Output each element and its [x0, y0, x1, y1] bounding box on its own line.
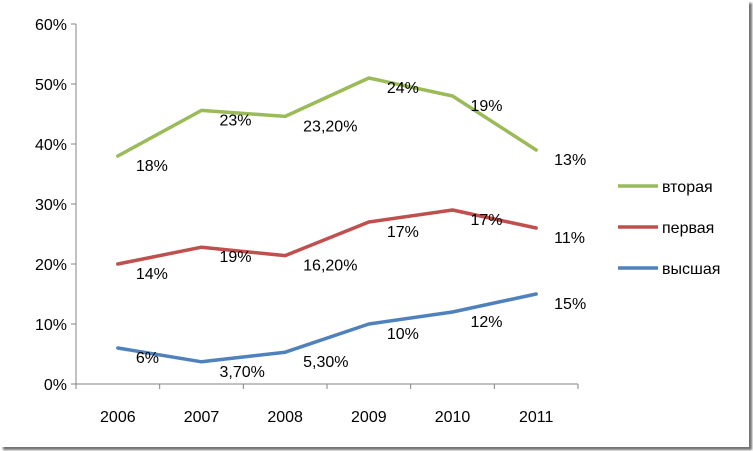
data-label: 12% — [471, 314, 503, 331]
data-label: 11% — [554, 230, 585, 247]
data-label: 13% — [554, 152, 586, 169]
data-label: 16,20% — [303, 258, 357, 275]
legend-label: первая — [662, 220, 714, 237]
y-ticks: 0% 10% 20% 30% 40% 50% 60% — [35, 17, 76, 394]
y-tick-label: 0% — [44, 377, 67, 394]
y-tick-label: 60% — [35, 17, 67, 34]
chart-axes: 0% 10% 20% 30% 40% 50% 60% 2006 2007 2008 2009 201… — [35, 17, 579, 426]
data-label: 23% — [220, 112, 252, 129]
x-tick-label: 2011 — [519, 409, 554, 426]
x-ticks: 2006 2007 2008 2009 2010 2011 — [75, 384, 579, 426]
x-tick-label: 2008 — [267, 409, 303, 426]
data-label: 14% — [136, 266, 168, 283]
data-label: 18% — [136, 158, 168, 175]
data-label: 10% — [387, 326, 419, 343]
y-tick-label: 30% — [35, 197, 67, 214]
legend-label: высшая — [662, 261, 720, 278]
legend-label: вторая — [662, 179, 713, 196]
data-label: 3,70% — [220, 364, 265, 381]
data-label: 5,30% — [303, 354, 348, 371]
series-line-3 — [116, 292, 538, 364]
y-tick-label: 50% — [35, 77, 67, 94]
data-labels: 18% 23% 23,20% 24% 19% 13% 14% 19% 16,20% 17% 17% 1… — [136, 80, 586, 381]
data-label: 17% — [387, 224, 419, 241]
x-tick-label: 2009 — [351, 409, 387, 426]
series-layer — [116, 76, 538, 364]
data-label: 23,20% — [303, 118, 357, 135]
data-label: 19% — [220, 249, 252, 266]
legend: вторая первая высшая — [618, 179, 720, 278]
x-tick-label: 2006 — [100, 409, 136, 426]
x-tick-label: 2007 — [184, 409, 220, 426]
y-tick-label: 40% — [35, 137, 67, 154]
series-line-2 — [116, 208, 538, 266]
data-label: 6% — [136, 350, 159, 367]
data-label: 17% — [471, 212, 503, 229]
data-label: 24% — [387, 80, 419, 97]
y-tick-label: 10% — [35, 317, 67, 334]
data-label: 19% — [471, 98, 503, 115]
data-label: 15% — [554, 296, 586, 313]
series-line-1 — [116, 76, 538, 158]
x-tick-label: 2010 — [435, 409, 471, 426]
y-tick-label: 20% — [35, 257, 67, 274]
